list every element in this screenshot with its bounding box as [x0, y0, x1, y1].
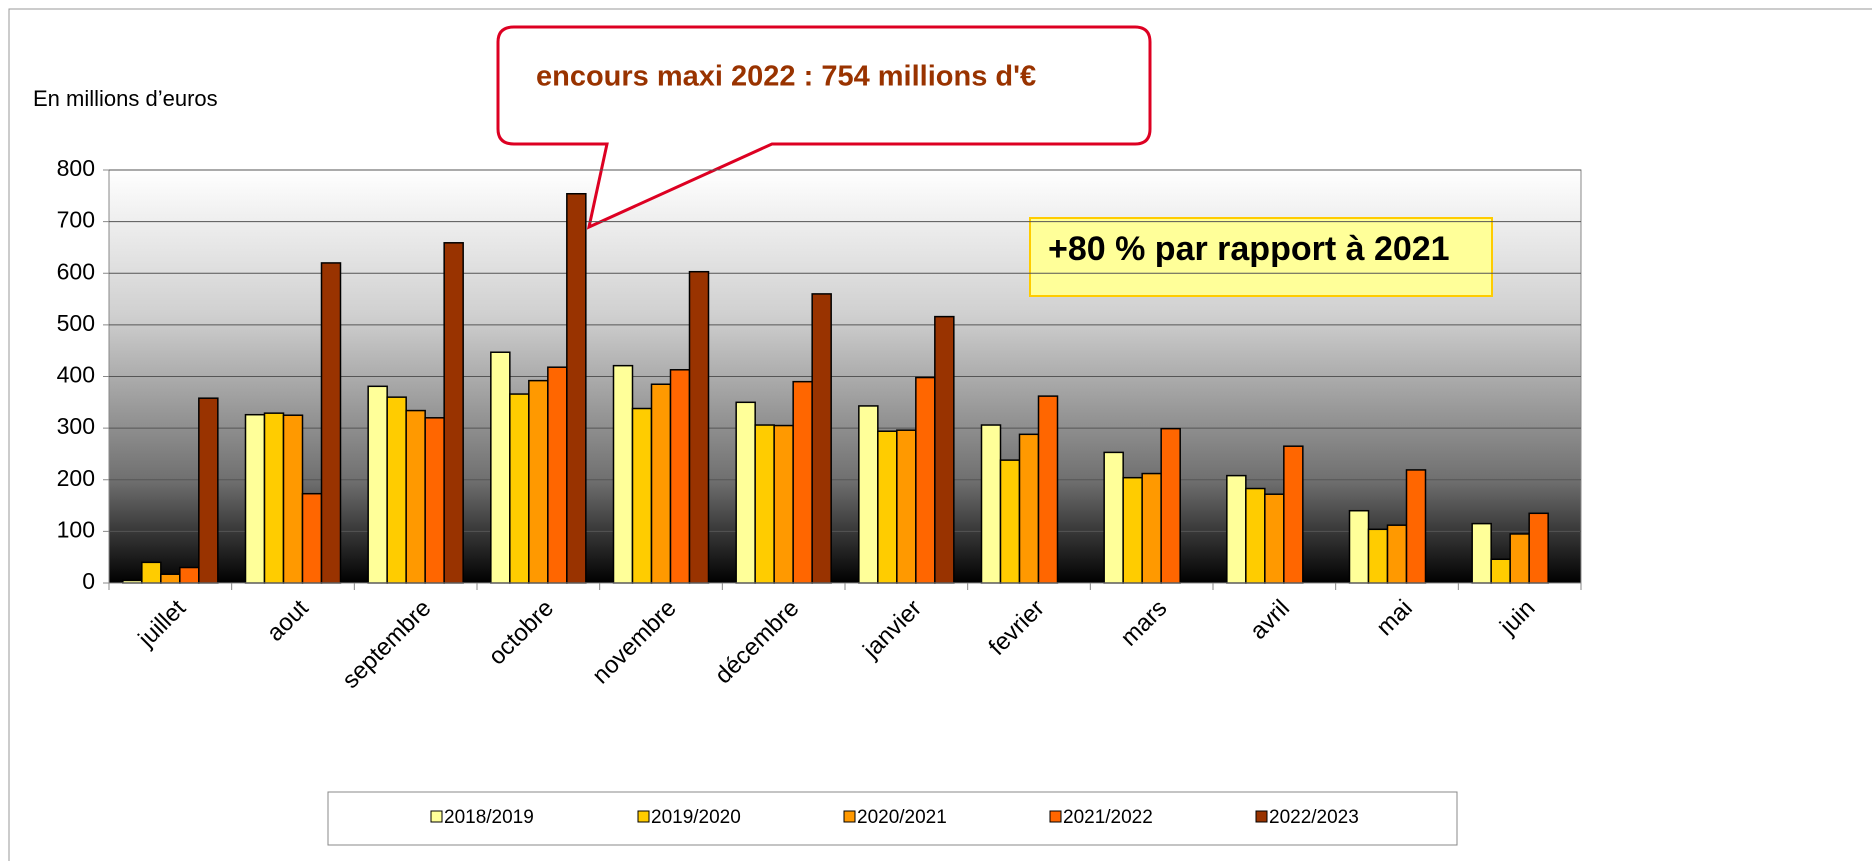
- bar: [1471, 522, 1492, 584]
- bar: [1405, 469, 1427, 584]
- note-box: [1029, 217, 1493, 297]
- bar: [367, 385, 388, 584]
- legend-label: 2021/2022: [1063, 807, 1153, 828]
- y-tick-label: 300: [57, 413, 95, 439]
- x-tick-label: novembre: [587, 595, 682, 690]
- bar: [443, 242, 464, 584]
- x-tick-label: aout: [262, 594, 314, 646]
- bar: [792, 380, 813, 584]
- bar: [999, 459, 1021, 584]
- x-tick-label: mai: [1371, 595, 1417, 641]
- bar: [915, 376, 936, 584]
- legend-swatch: [430, 810, 443, 823]
- bar: [405, 409, 426, 584]
- x-tick-label: fevrier: [983, 595, 1049, 661]
- legend-label: 2022/2023: [1269, 807, 1359, 828]
- x-tick-label: septembre: [337, 595, 436, 694]
- bar: [858, 405, 879, 584]
- legend: [327, 791, 1458, 846]
- bar: [896, 429, 917, 584]
- bar: [1490, 558, 1511, 584]
- bar: [566, 192, 587, 584]
- bar: [877, 430, 898, 584]
- y-tick-label: 100: [57, 516, 95, 542]
- x-tick-label: janvier: [857, 595, 927, 665]
- bar: [1141, 472, 1162, 584]
- legend-swatch: [843, 810, 856, 823]
- legend-swatch: [1255, 810, 1268, 823]
- x-tick-label: juin: [1494, 595, 1540, 641]
- bar: [811, 293, 832, 584]
- legend-swatch: [637, 810, 650, 823]
- bar: [1226, 474, 1247, 584]
- x-tick-label: juillet: [133, 594, 192, 653]
- bar: [528, 379, 549, 584]
- bar: [282, 414, 304, 584]
- bar: [1283, 445, 1304, 584]
- bar: [244, 413, 266, 584]
- bar: [650, 383, 672, 584]
- x-tick-label: mars: [1116, 595, 1173, 652]
- frame: [8, 8, 1872, 861]
- bar: [160, 573, 181, 584]
- bar: [735, 401, 756, 584]
- y-tick-label: 700: [57, 207, 95, 233]
- legend-label: 2020/2021: [857, 807, 947, 828]
- y-tick-label: 200: [57, 465, 95, 491]
- bar: [934, 315, 955, 584]
- bar: [179, 566, 200, 584]
- bar: [1386, 524, 1408, 584]
- bar: [1018, 433, 1040, 584]
- bar: [198, 397, 219, 584]
- bar: [1160, 427, 1181, 584]
- x-tick-label: avril: [1245, 595, 1295, 645]
- bar: [980, 424, 1002, 584]
- bar: [773, 424, 794, 584]
- legend-label: 2018/2019: [444, 807, 534, 828]
- bar: [1037, 395, 1059, 584]
- y-tick-label: 500: [57, 310, 95, 336]
- bar: [509, 393, 530, 584]
- y-tick-label: 400: [57, 362, 95, 388]
- bar: [386, 396, 407, 584]
- bar: [301, 492, 323, 584]
- bar: [1509, 533, 1530, 584]
- legend-label: 2019/2020: [651, 807, 741, 828]
- bar: [1264, 493, 1285, 584]
- bar: [1367, 528, 1389, 584]
- y-tick-label: 600: [57, 258, 95, 284]
- x-tick-label: octobre: [483, 595, 559, 671]
- bar: [612, 364, 634, 584]
- bar: [424, 417, 445, 584]
- bar: [141, 561, 162, 584]
- bar: [1103, 451, 1124, 584]
- y-axis-label: En millions d’euros: [33, 86, 218, 111]
- legend-swatch: [1049, 810, 1062, 823]
- bar: [1348, 509, 1370, 584]
- bar: [754, 424, 775, 584]
- callout: [496, 25, 1152, 230]
- bar: [547, 366, 568, 584]
- bar: [631, 407, 653, 584]
- bar: [1528, 512, 1549, 584]
- bar: [1245, 487, 1266, 584]
- bar: [263, 412, 285, 584]
- bar: [669, 369, 691, 584]
- note-text: +80 % par rapport à 2021: [1048, 230, 1450, 268]
- y-tick-label: 800: [57, 155, 95, 181]
- bar: [320, 262, 342, 584]
- bar: [688, 270, 710, 584]
- callout-text: encours maxi 2022 : 754 millions d'€: [536, 61, 1036, 93]
- bar: [490, 351, 511, 584]
- y-tick-label: 0: [82, 568, 95, 594]
- bar: [1122, 476, 1143, 584]
- x-tick-label: décembre: [710, 595, 805, 690]
